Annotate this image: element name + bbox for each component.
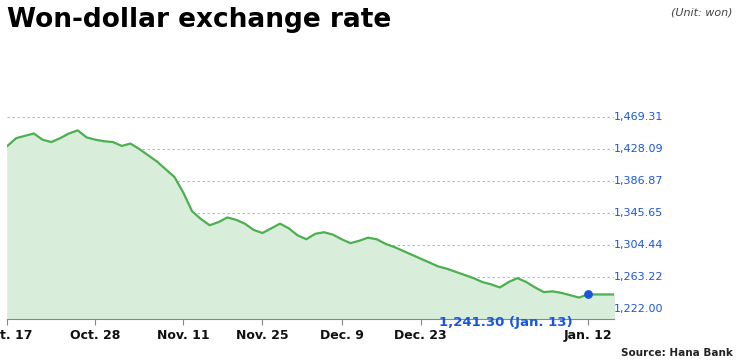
Text: 1,386.87: 1,386.87 xyxy=(614,176,664,186)
Text: 1,345.65: 1,345.65 xyxy=(614,208,664,218)
Text: 1,263.22: 1,263.22 xyxy=(614,272,664,282)
Text: Won-dollar exchange rate: Won-dollar exchange rate xyxy=(7,7,391,33)
Text: 1,428.09: 1,428.09 xyxy=(614,144,664,154)
Text: 1,222.00: 1,222.00 xyxy=(614,304,664,314)
Text: 1,304.44: 1,304.44 xyxy=(614,240,664,250)
Text: (Unit: won): (Unit: won) xyxy=(671,7,733,17)
Text: Source: Hana Bank: Source: Hana Bank xyxy=(621,348,733,358)
Point xyxy=(582,291,593,297)
Text: 1,241.30 (Jan. 13): 1,241.30 (Jan. 13) xyxy=(440,316,573,329)
Text: 1,469.31: 1,469.31 xyxy=(614,112,664,122)
